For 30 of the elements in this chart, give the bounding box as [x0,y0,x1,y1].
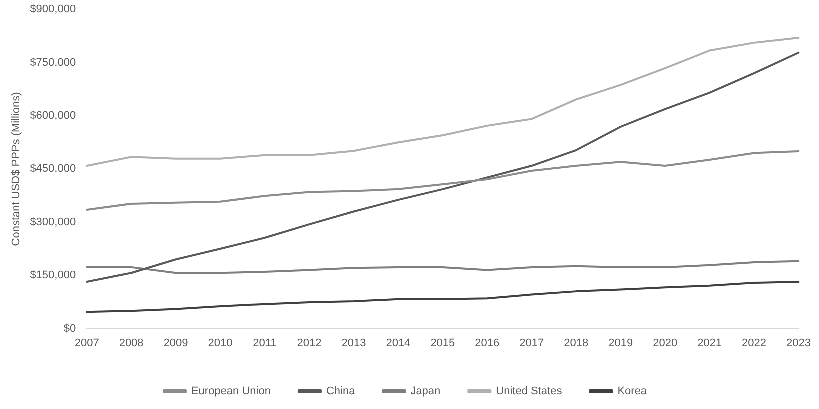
x-tick-label: 2020 [653,337,678,350]
x-tick-label: 2013 [342,337,366,350]
x-tick-label: 2011 [253,337,277,350]
y-tick-label: $900,000 [30,4,76,16]
x-tick-label: 2022 [742,337,767,350]
x-tick-label: 2019 [608,337,634,350]
x-tick-label: 2008 [119,337,144,350]
x-tick-label: 2018 [564,337,589,350]
y-tick-label: $600,000 [30,110,76,122]
y-tick-label: $150,000 [30,270,76,282]
x-tick-label: 2007 [74,337,100,350]
legend-label: European Union [191,386,271,398]
x-tick-label: 2015 [430,337,456,350]
legend-label: Korea [618,386,648,398]
x-tick-label: 2017 [520,337,544,350]
x-tick-label: 2009 [164,337,188,350]
y-tick-label: $450,000 [30,163,76,176]
x-tick-label: 2016 [475,337,500,350]
y-tick-label: $750,000 [30,56,76,69]
x-tick-label: 2010 [208,337,233,350]
x-tick-label: 2021 [698,337,722,350]
x-tick-label: 2023 [786,337,812,350]
y-axis-title: Constant USD$ PPPs (Millions) [10,92,23,246]
legend-label: China [326,386,356,398]
legend-label: Japan [410,386,441,398]
x-tick-label: 2012 [297,337,322,350]
x-tick-label: 2014 [386,337,411,350]
y-tick-label: $0 [64,322,76,335]
legend-label: United States [496,386,563,398]
y-tick-label: $300,000 [30,216,76,228]
